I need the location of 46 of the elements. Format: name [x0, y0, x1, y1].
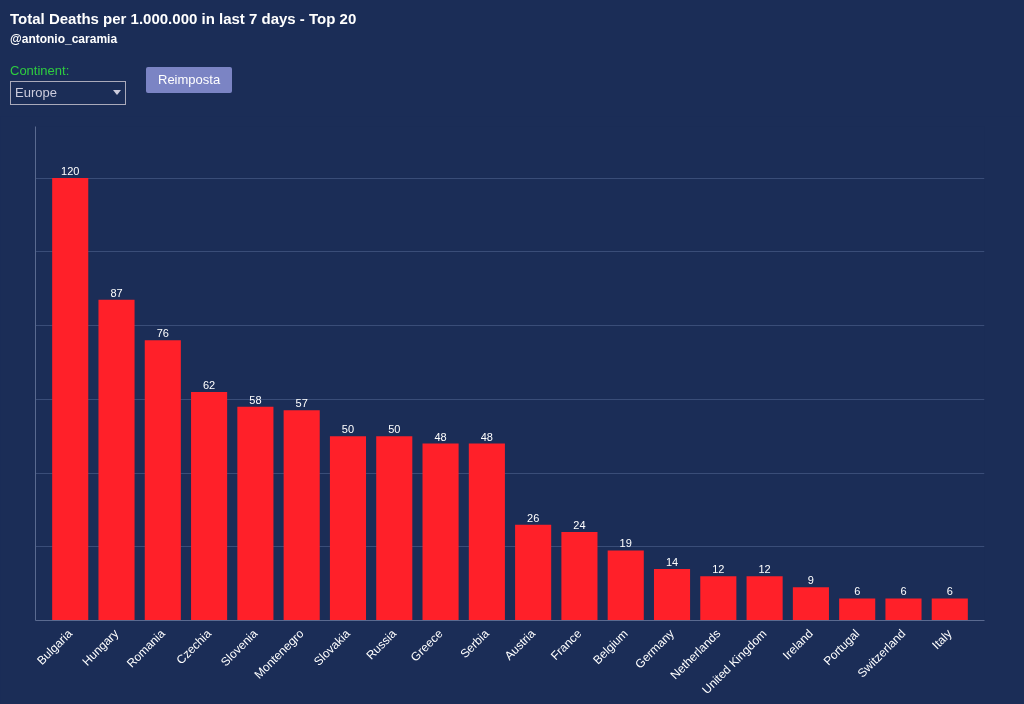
data-label: 57 — [295, 397, 308, 410]
data-label: 14 — [665, 555, 679, 568]
bar — [653, 568, 691, 621]
bar — [52, 178, 89, 621]
bar — [515, 524, 552, 621]
bar — [376, 436, 413, 621]
data-label: 6 — [900, 585, 907, 598]
bar — [191, 391, 228, 621]
bar — [237, 406, 274, 621]
data-label: 48 — [434, 430, 447, 443]
data-label: 62 — [202, 378, 216, 391]
bar — [283, 410, 320, 621]
bar — [792, 587, 829, 621]
bar — [746, 576, 783, 621]
x-tick-label: Italy — [929, 626, 955, 653]
data-label: 12 — [758, 563, 771, 576]
bar — [144, 340, 181, 621]
data-label: 6 — [946, 585, 953, 598]
bar — [468, 443, 505, 621]
data-label: 12 — [712, 563, 725, 576]
data-label: 9 — [807, 574, 814, 587]
chart-title: Total Deaths per 1.000.000 in last 7 days - Top 20 — [10, 9, 358, 29]
bar — [98, 299, 135, 621]
data-label: 26 — [527, 511, 540, 524]
bar — [561, 532, 598, 621]
data-label: 19 — [619, 537, 632, 550]
data-label: 24 — [573, 519, 586, 532]
data-label: 120 — [61, 165, 80, 178]
data-label: 48 — [480, 430, 493, 443]
bar — [839, 598, 876, 621]
data-label: 76 — [156, 327, 169, 340]
data-label: 50 — [341, 423, 355, 436]
data-label: 87 — [110, 286, 123, 299]
data-label: 50 — [388, 423, 401, 436]
bar — [607, 550, 644, 621]
bar — [422, 443, 459, 621]
bar — [931, 598, 968, 621]
text: Reimposta — [146, 66, 233, 94]
text: Europe — [10, 80, 126, 106]
bar — [329, 436, 367, 621]
chart-subtitle: @antonio_caramia — [10, 31, 119, 49]
bar — [885, 598, 922, 621]
data-label: 58 — [249, 393, 262, 406]
bar — [700, 576, 737, 621]
data-label: 6 — [854, 585, 861, 598]
text: Continent: — [10, 63, 70, 78]
